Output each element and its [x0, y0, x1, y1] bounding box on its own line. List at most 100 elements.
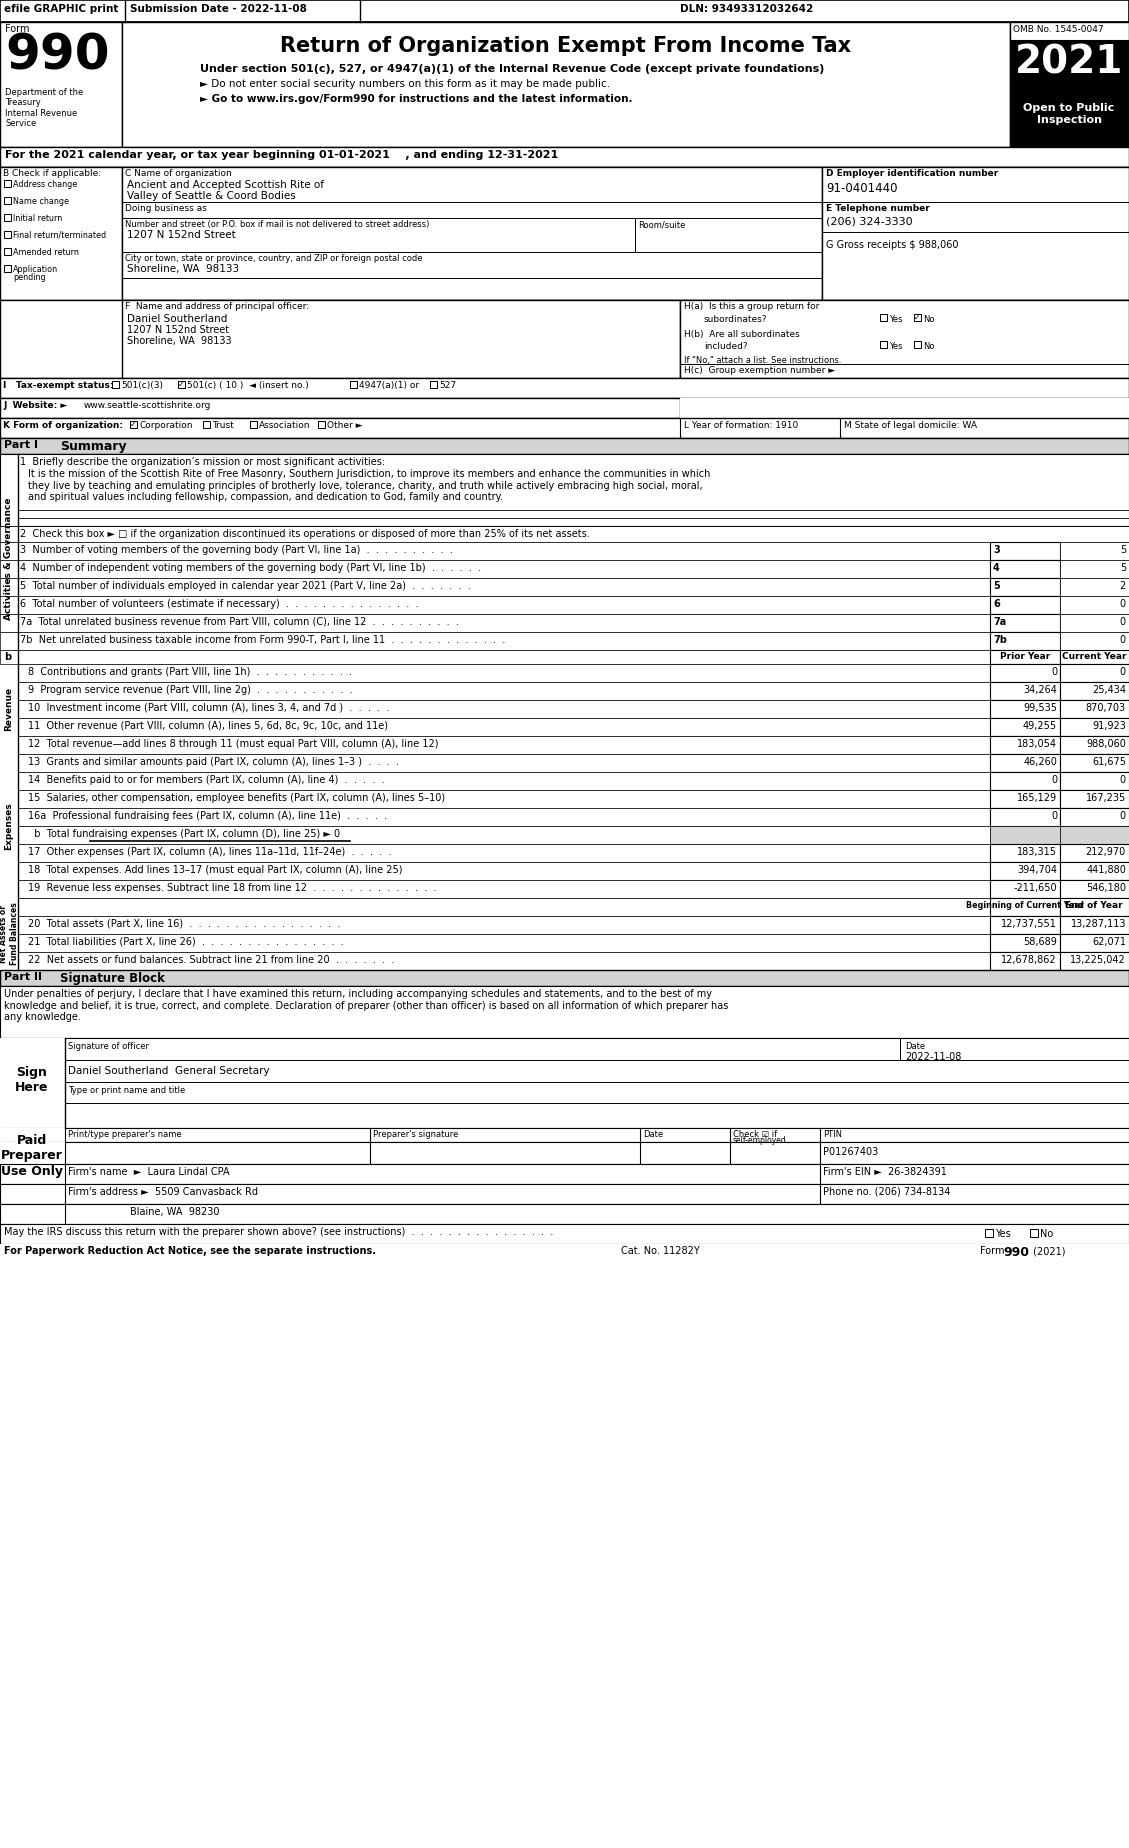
- Bar: [1030, 1229, 1038, 1236]
- Text: 12,678,862: 12,678,862: [1001, 955, 1057, 965]
- Bar: [990, 578, 1060, 597]
- Bar: [0, 1127, 65, 1142]
- Text: 11  Other revenue (Part VIII, column (A), lines 5, 6d, 8c, 9c, 10c, and 11e): 11 Other revenue (Part VIII, column (A),…: [28, 721, 388, 732]
- Text: 13,287,113: 13,287,113: [1070, 918, 1126, 930]
- Bar: [0, 397, 680, 418]
- Bar: [990, 663, 1060, 682]
- Text: Room/suite: Room/suite: [638, 220, 685, 229]
- Bar: [18, 861, 990, 880]
- Bar: [0, 1127, 1129, 1142]
- Text: 99,535: 99,535: [1023, 702, 1057, 713]
- Bar: [0, 614, 990, 632]
- Bar: [1060, 597, 1129, 614]
- Bar: [1060, 917, 1129, 933]
- Text: 501(c) ( 10 )  ◄ (insert no.): 501(c) ( 10 ) ◄ (insert no.): [187, 381, 308, 390]
- Bar: [1010, 41, 1129, 96]
- Bar: [0, 560, 990, 578]
- Text: May the IRS discuss this return with the preparer shown above? (see instructions: May the IRS discuss this return with the…: [5, 1227, 553, 1236]
- Bar: [0, 1185, 1129, 1205]
- Text: 6  Total number of volunteers (estimate if necessary)  .  .  .  .  .  .  .  .  .: 6 Total number of volunteers (estimate i…: [20, 599, 419, 610]
- Bar: [1060, 663, 1129, 682]
- Text: Under penalties of perjury, I declare that I have examined this return, includin: Under penalties of perjury, I declare th…: [5, 989, 728, 1022]
- Text: 13,225,042: 13,225,042: [1070, 955, 1126, 965]
- Bar: [112, 381, 119, 388]
- Text: OMB No. 1545-0047: OMB No. 1545-0047: [1013, 26, 1104, 33]
- Text: 5: 5: [994, 580, 1000, 591]
- Text: Daniel Southerland: Daniel Southerland: [126, 314, 227, 323]
- Text: 546,180: 546,180: [1086, 883, 1126, 893]
- Bar: [5, 264, 11, 272]
- Text: No: No: [924, 314, 935, 323]
- Bar: [0, 1223, 1129, 1244]
- Text: 12  Total revenue—add lines 8 through 11 (must equal Part VIII, column (A), line: 12 Total revenue—add lines 8 through 11 …: [28, 739, 438, 748]
- Bar: [18, 880, 990, 898]
- Text: Check ☑ if: Check ☑ if: [733, 1129, 777, 1138]
- Text: 34,264: 34,264: [1023, 686, 1057, 695]
- Text: 6: 6: [994, 599, 1000, 610]
- Text: Phone no. (206) 734-8134: Phone no. (206) 734-8134: [823, 1186, 951, 1198]
- Text: 18  Total expenses. Add lines 13–17 (must equal Part IX, column (A), line 25): 18 Total expenses. Add lines 13–17 (must…: [28, 865, 403, 874]
- Text: Cat. No. 11282Y: Cat. No. 11282Y: [621, 1246, 699, 1257]
- Text: 14  Benefits paid to or for members (Part IX, column (A), line 4)  .  .  .  .  .: 14 Benefits paid to or for members (Part…: [28, 774, 385, 785]
- Bar: [0, 970, 1129, 987]
- Bar: [1060, 933, 1129, 952]
- Bar: [680, 299, 1129, 379]
- Text: 5  Total number of individuals employed in calendar year 2021 (Part V, line 2a) : 5 Total number of individuals employed i…: [20, 580, 471, 591]
- Bar: [990, 880, 1060, 898]
- Bar: [1060, 772, 1129, 789]
- Text: 12,737,551: 12,737,551: [1001, 918, 1057, 930]
- Text: Paid
Preparer
Use Only: Paid Preparer Use Only: [1, 1135, 63, 1177]
- Text: It is the mission of the Scottish Rite of Free Masonry, Southern Jurisdiction, t: It is the mission of the Scottish Rite o…: [28, 469, 710, 503]
- Text: Trust: Trust: [212, 421, 234, 431]
- Bar: [1010, 96, 1129, 148]
- Text: Part II: Part II: [5, 972, 42, 981]
- Text: b: b: [5, 652, 11, 662]
- Text: 0: 0: [1051, 667, 1057, 676]
- Text: 22  Net assets or fund balances. Subtract line 21 from line 20  .  .  .  .  .  .: 22 Net assets or fund balances. Subtract…: [28, 955, 394, 965]
- Text: Application: Application: [14, 264, 58, 274]
- Text: (206) 324-3330: (206) 324-3330: [826, 216, 912, 225]
- Text: 5: 5: [1120, 564, 1126, 573]
- Bar: [990, 754, 1060, 772]
- Text: Firm's address ►  5509 Canvasback Rd: Firm's address ► 5509 Canvasback Rd: [68, 1186, 259, 1198]
- Bar: [18, 772, 990, 789]
- Text: Address change: Address change: [14, 179, 77, 188]
- Text: 183,315: 183,315: [1017, 846, 1057, 857]
- Text: Date: Date: [905, 1042, 925, 1052]
- Bar: [984, 1229, 994, 1236]
- Text: ► Go to www.irs.gov/Form990 for instructions and the latest information.: ► Go to www.irs.gov/Form990 for instruct…: [200, 94, 632, 103]
- Bar: [18, 754, 990, 772]
- Text: 25,434: 25,434: [1092, 686, 1126, 695]
- Bar: [1060, 754, 1129, 772]
- Text: 165,129: 165,129: [1017, 793, 1057, 804]
- Bar: [0, 1142, 65, 1164]
- Text: 61,675: 61,675: [1092, 758, 1126, 767]
- Bar: [0, 455, 1129, 527]
- Text: 46,260: 46,260: [1023, 758, 1057, 767]
- Text: 394,704: 394,704: [1017, 865, 1057, 874]
- Bar: [5, 214, 11, 222]
- Bar: [0, 22, 1129, 148]
- Text: B Check if applicable:: B Check if applicable:: [3, 168, 102, 177]
- Bar: [990, 541, 1060, 560]
- Bar: [18, 700, 990, 719]
- Bar: [879, 342, 887, 347]
- Bar: [0, 578, 990, 597]
- Text: 2022-11-08: 2022-11-08: [905, 1052, 962, 1063]
- Text: 0: 0: [1120, 617, 1126, 626]
- Bar: [990, 789, 1060, 808]
- Text: L Year of formation: 1910: L Year of formation: 1910: [684, 421, 798, 431]
- Text: 1207 N 152nd Street: 1207 N 152nd Street: [126, 325, 229, 334]
- Text: Print/type preparer's name: Print/type preparer's name: [68, 1129, 182, 1138]
- Bar: [990, 917, 1060, 933]
- Text: 16a  Professional fundraising fees (Part IX, column (A), line 11e)  .  .  .  .  : 16a Professional fundraising fees (Part …: [28, 811, 387, 821]
- Bar: [250, 421, 257, 429]
- Text: Signature Block: Signature Block: [60, 972, 165, 985]
- Text: 15  Salaries, other compensation, employee benefits (Part IX, column (A), lines : 15 Salaries, other compensation, employe…: [28, 793, 445, 804]
- Text: E Telephone number: E Telephone number: [826, 203, 930, 213]
- Bar: [1060, 650, 1129, 663]
- Text: No: No: [1040, 1229, 1053, 1238]
- Bar: [0, 166, 122, 299]
- Text: Revenue: Revenue: [5, 687, 14, 732]
- Bar: [203, 421, 210, 429]
